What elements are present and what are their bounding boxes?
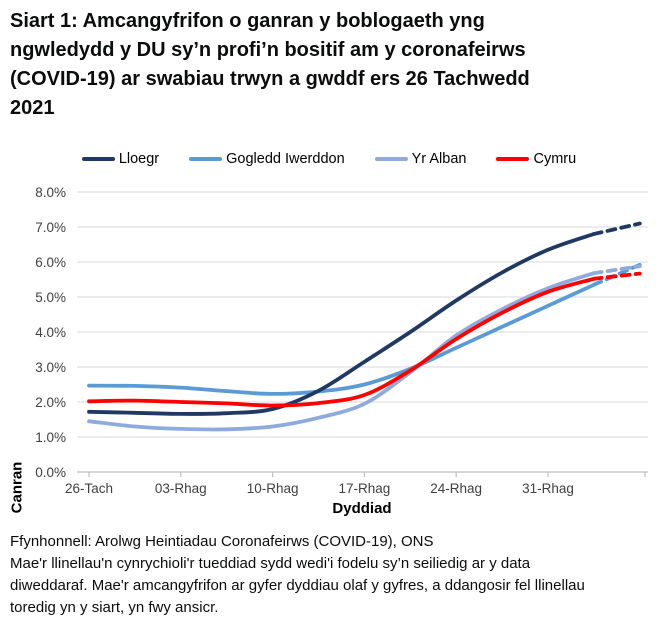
series-line-dashed-lloegr	[592, 221, 642, 236]
legend-label: Lloegr	[118, 151, 160, 167]
x-axis-tick-label: 26-Tach	[65, 481, 113, 496]
footnote-line: diweddaraf. Mae'r amcangyfrifon ar gyfer…	[10, 577, 585, 594]
x-axis-tick-label: 31-Rhag	[522, 481, 574, 496]
legend-line-swatch	[189, 157, 223, 161]
series-line-dashed-yr-alban	[592, 264, 642, 276]
chart-title: Siart 1: Amcangyfrifon o ganran y boblog…	[10, 7, 655, 123]
legend-line-swatch	[374, 157, 408, 161]
chart-title-line: 2021	[10, 97, 55, 119]
series-line-lloegr	[87, 232, 596, 416]
legend-line-swatch	[81, 157, 115, 161]
y-axis-tick-label: 8.0%	[35, 185, 66, 200]
y-axis-tick-label: 5.0%	[35, 290, 66, 305]
series-layer	[87, 221, 642, 432]
x-axis-tick-label: 10-Rhag	[247, 481, 299, 496]
legend-label: Yr Alban	[411, 151, 467, 167]
x-axis-title: Dyddiad	[332, 500, 391, 517]
line-chart: 0.0% 1.0% 2.0% 3.0% 4.0% 5.0% 6.0% 7.0% 8.0% 26-T…	[35, 185, 648, 517]
x-axis-tick-label: 03-Rhag	[155, 481, 207, 496]
chart-legend: Lloegr Gogledd Iwerddon Yr Alban Cymru	[0, 151, 658, 167]
y-axis-tick-label: 2.0%	[35, 395, 66, 410]
y-axis-tick-label: 0.0%	[35, 465, 66, 480]
y-axis-title: Canran	[8, 461, 26, 514]
x-axis-tick-label: 17-Rhag	[338, 481, 390, 496]
chart-area: Canran 0.0% 1.0% 2.0% 3.0% 4.0% 5.0% 6.0% 7.0% 8…	[0, 176, 658, 518]
legend-item-gogledd-iwerddon: Gogledd Iwerddon	[189, 151, 345, 167]
series-line-yr-alban	[87, 271, 596, 432]
legend-item-yr-alban: Yr Alban	[374, 151, 467, 167]
series-line-gogledd-iwerddon	[87, 282, 596, 396]
legend-item-lloegr: Lloegr	[81, 151, 160, 167]
y-axis-tick-label: 1.0%	[35, 430, 66, 445]
legend-line-swatch	[496, 157, 530, 161]
chart-title-line: (COVID-19) ar swabiau trwyn a gwddf ers …	[10, 68, 530, 90]
y-axis-tick-label: 6.0%	[35, 255, 66, 270]
y-axis-tick-label: 4.0%	[35, 325, 66, 340]
legend-label: Gogledd Iwerddon	[226, 151, 345, 167]
footer: Ffynhonnell: Arolwg Heintiadau Coronafei…	[10, 531, 655, 619]
footnote-line: toredig yn y siart, yn fwy ansicr.	[10, 599, 219, 616]
footnote-line: Mae'r llinellau'n cynrychioli'r tueddiad…	[10, 555, 531, 572]
y-axis-tick-label: 3.0%	[35, 360, 66, 375]
series-line-cymru	[87, 276, 596, 408]
chart-title-line: ngwledydd y DU sy’n profi’n bositif am y…	[10, 39, 526, 61]
source-line: Ffynhonnell: Arolwg Heintiadau Coronafei…	[10, 533, 434, 550]
series-line-dashed-cymru	[592, 271, 642, 281]
axis-layer: 0.0% 1.0% 2.0% 3.0% 4.0% 5.0% 6.0% 7.0% 8.0% 26-T…	[35, 185, 648, 496]
x-axis-tick-label: 24-Rhag	[430, 481, 482, 496]
legend-label: Cymru	[533, 151, 577, 167]
y-axis-tick-label: 7.0%	[35, 220, 66, 235]
chart-title-line: Siart 1: Amcangyfrifon o ganran y boblog…	[10, 10, 485, 32]
legend-item-cymru: Cymru	[496, 151, 576, 167]
